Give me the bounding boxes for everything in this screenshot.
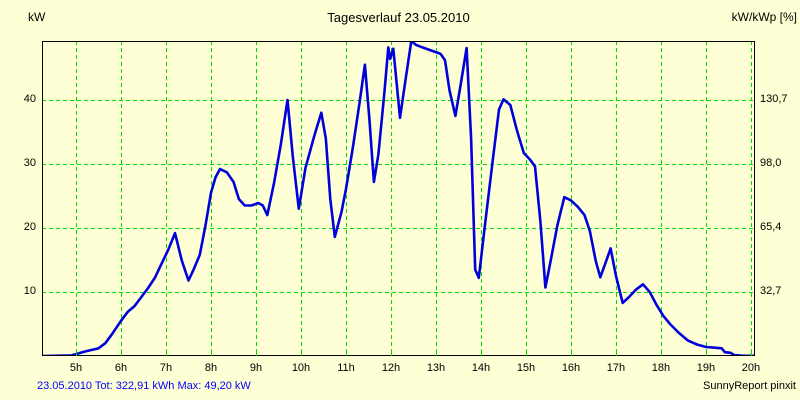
y-tick-label-right: 32,7 <box>760 284 782 297</box>
x-tick-label: 6h <box>114 362 128 374</box>
y-tick-label-right: 130,7 <box>760 92 788 105</box>
footer-summary: 23.05.2010 Tot: 322,91 kWh Max: 49,20 kW <box>37 380 251 392</box>
x-tick-label: 9h <box>249 362 263 374</box>
y-tick-label-right: 65,4 <box>760 220 782 233</box>
chart-title: Tagesverlauf 23.05.2010 <box>327 10 470 25</box>
plot-area <box>41 39 756 358</box>
x-tick-label: 8h <box>204 362 218 374</box>
x-tick-label: 19h <box>696 362 716 374</box>
y-tick-label-right: 98,0 <box>760 156 782 169</box>
plot-svg <box>41 39 756 358</box>
y-tick-label-left: 20 <box>23 220 36 233</box>
x-tick-label: 18h <box>651 362 671 374</box>
x-tick-label: 15h <box>516 362 536 374</box>
x-tick-label: 7h <box>159 362 173 374</box>
left-axis-unit: kW <box>28 10 46 24</box>
x-tick-label: 12h <box>381 362 401 374</box>
x-tick-label: 17h <box>606 362 626 374</box>
x-tick-label: 5h <box>69 362 83 374</box>
footer-brand: SunnyReport pinxit <box>703 380 796 392</box>
y-tick-label-left: 10 <box>23 284 36 297</box>
y-tick-label-left: 30 <box>23 156 36 169</box>
plot-border <box>42 41 755 356</box>
x-tick-label: 14h <box>471 362 491 374</box>
x-tick-label: 11h <box>337 362 355 374</box>
x-tick-label: 10h <box>291 362 311 374</box>
x-tick-label: 13h <box>426 362 446 374</box>
x-tick-label: 16h <box>561 362 581 374</box>
right-axis-unit: kW/kWp [%] <box>731 10 797 24</box>
y-tick-label-left: 40 <box>23 92 36 105</box>
x-tick-label: 20h <box>741 362 761 374</box>
power-curve <box>41 39 756 358</box>
